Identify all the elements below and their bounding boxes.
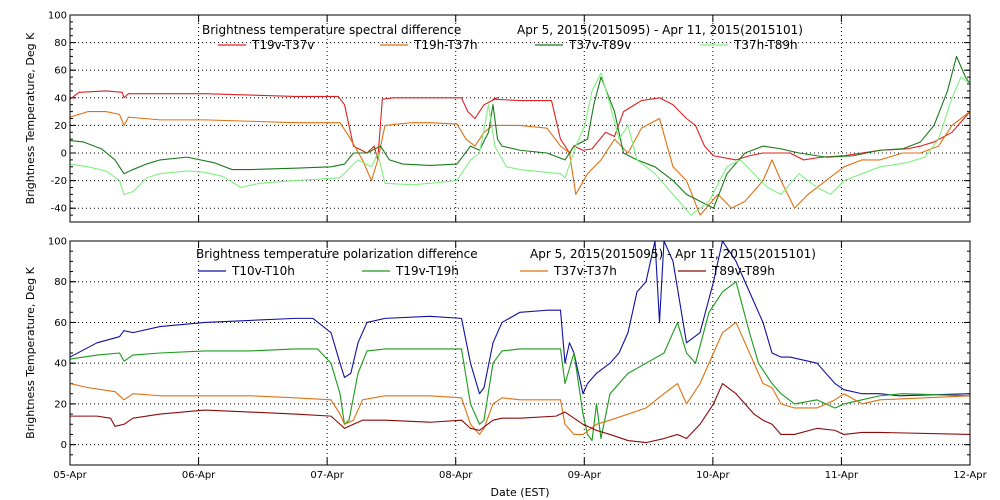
plot-frame [69, 14, 971, 223]
panel-title: Brightness temperature polarization diff… [196, 247, 478, 261]
legend-label: T37v-T89v [568, 38, 631, 52]
y-tick-label: 0 [61, 149, 67, 160]
x-tick-label: 05-Apr [53, 470, 87, 481]
legend-label: T37h-T89h [733, 38, 798, 52]
y-tick-label: 0 [61, 440, 67, 451]
legend-label: T19v-T19h [395, 264, 459, 278]
y-axis-title: Brightness Temperature, Deg K [24, 266, 37, 438]
y-tick-label: 100 [48, 237, 67, 248]
spectral-difference-panel: -40 -20 0 20 40 60 80 100 Brightness temperature… [24, 11, 971, 223]
y-tick-label: 80 [54, 38, 67, 49]
panel-title: Brightness temperature spectral differen… [202, 23, 461, 37]
x-tick-label: 11-Apr [825, 470, 859, 481]
panel-date-range: Apr 5, 2015(2015095) - Apr 11, 2015(2015… [517, 23, 803, 37]
y-tick-label: 100 [48, 11, 67, 22]
y-tick-label: 20 [54, 121, 67, 132]
y-tick-label: 20 [54, 399, 67, 410]
y-tick-label: -40 [51, 204, 67, 215]
y-tick-label: 60 [54, 318, 67, 329]
series-line-t19v-t37v [70, 90, 970, 161]
polarization-difference-panel: 0 20 40 60 80 100 Brightness temperature polar… [24, 237, 971, 466]
legend-label: T89v-T89h [711, 264, 775, 278]
y-tick-label: 40 [54, 93, 67, 104]
x-axis-title: Date (EST) [490, 486, 549, 499]
series-line-t89v-t89h [70, 382, 970, 444]
legend-label: T19h-T37h [413, 38, 478, 52]
series-lines [70, 55, 970, 216]
series-line-t19v-t19h [70, 281, 970, 442]
shared-x-axis: 05-Apr 06-Apr 07-Apr 08-Apr 09-Apr 10-Apr 11-A… [53, 470, 987, 499]
legend-label: T10v-T10h [231, 264, 295, 278]
series-line-t37h-t89h [70, 72, 970, 216]
x-tick-label: 12-Apr [953, 470, 987, 481]
plot-frame [69, 240, 971, 466]
y-tick-label: 40 [54, 359, 67, 370]
panel-date-range: Apr 5, 2015(2015095) - Apr 11, 2015(2015… [530, 247, 816, 261]
x-tick-label: 10-Apr [696, 470, 730, 481]
y-axis-title: Brightness Temperature, Deg K [24, 32, 37, 204]
series-line-t37v-t37h [70, 321, 970, 436]
legend-label: T19v-T37v [251, 38, 314, 52]
series-lines [70, 241, 970, 444]
x-tick-label: 08-Apr [439, 470, 473, 481]
y-tick-label: 80 [54, 277, 67, 288]
y-tick-label: 60 [54, 66, 67, 77]
series-line-t10v-t10h [70, 241, 970, 397]
series-line-t37v-t89v [70, 55, 970, 209]
x-tick-label: 06-Apr [182, 470, 216, 481]
legend-label: T37v-T37h [553, 264, 617, 278]
series-line-t19h-t37h [70, 111, 970, 216]
y-tick-label: -20 [51, 176, 67, 187]
x-tick-label: 09-Apr [568, 470, 602, 481]
x-tick-label: 07-Apr [310, 470, 344, 481]
